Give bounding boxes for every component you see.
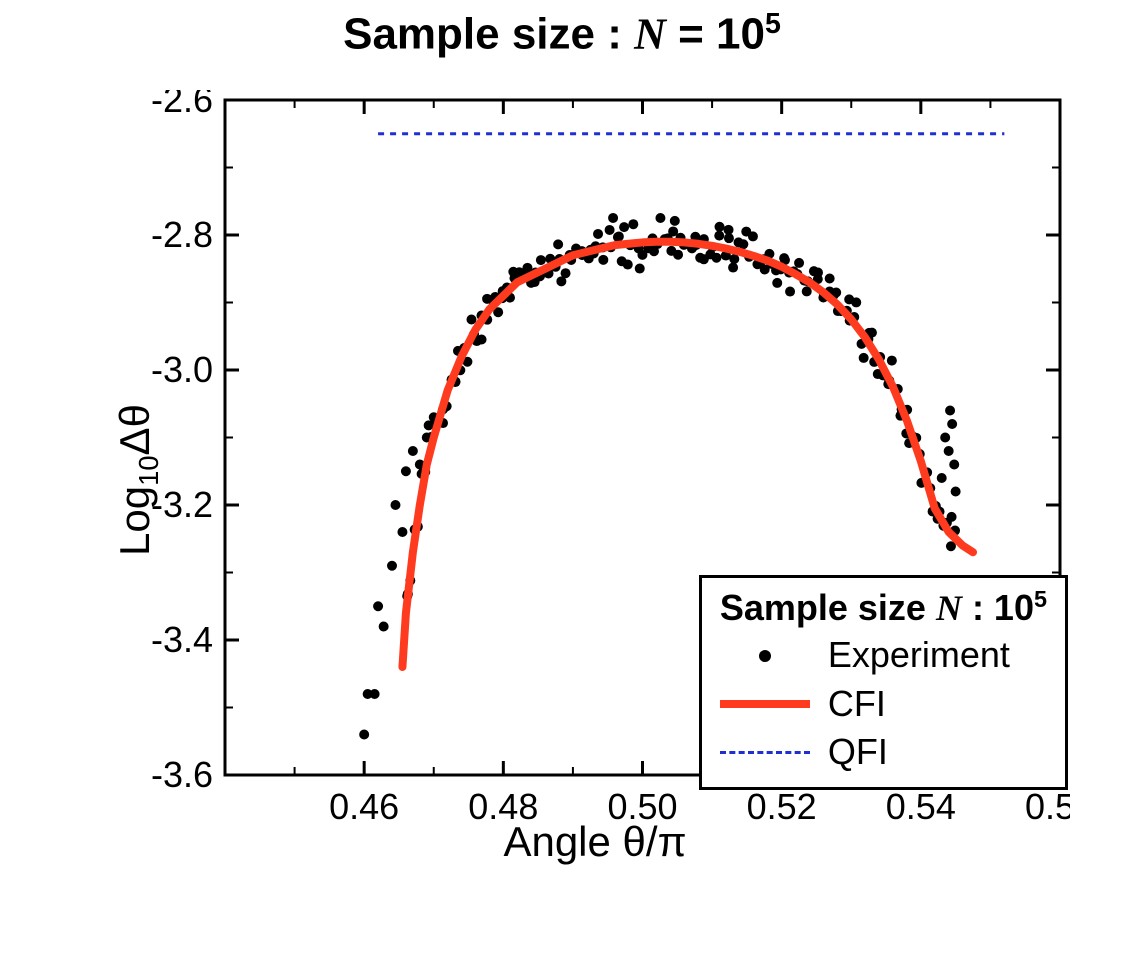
experiment-point (951, 487, 961, 497)
experiment-point (401, 466, 411, 476)
experiment-point (887, 356, 897, 366)
y-tick-label: -2.6 (151, 90, 213, 120)
experiment-point (466, 315, 476, 325)
plot-area: 0.460.480.500.520.540.56-3.6-3.4-3.2-3.0… (120, 90, 1070, 870)
experiment-point (949, 460, 959, 470)
experiment-point (937, 473, 947, 483)
title-text-prefix: Sample size : (343, 10, 634, 59)
experiment-point (593, 229, 603, 239)
experiment-point (794, 258, 804, 268)
experiment-point (729, 254, 739, 264)
legend-item-experiment: Experiment (720, 631, 1047, 680)
experiment-point (802, 286, 812, 296)
experiment-point (772, 278, 782, 288)
experiment-point (619, 222, 629, 232)
legend-title-mid: : 10 (962, 587, 1034, 628)
experiment-point (605, 225, 615, 235)
experiment-point (359, 730, 369, 740)
x-tick-label: 0.56 (1025, 786, 1070, 827)
experiment-point (670, 216, 680, 226)
experiment-point (623, 260, 633, 270)
experiment-point (608, 213, 618, 223)
experiment-point (598, 255, 608, 265)
legend-marker-cfi (720, 700, 810, 708)
experiment-point (944, 446, 954, 456)
y-tick-label: -3.6 (151, 754, 213, 795)
legend-label-cfi: CFI (828, 680, 886, 729)
experiment-point (408, 446, 418, 456)
legend-title: Sample size N : 105 (720, 586, 1047, 629)
experiment-point (387, 561, 397, 571)
experiment-point (859, 353, 869, 363)
title-exponent: 5 (765, 8, 781, 40)
legend-title-exp: 5 (1034, 586, 1047, 612)
legend-label-experiment: Experiment (828, 631, 1010, 680)
x-tick-label: 0.46 (329, 786, 399, 827)
experiment-point (851, 297, 861, 307)
title-equals: = 10 (666, 10, 765, 59)
experiment-point (945, 406, 955, 416)
legend-item-qfi: QFI (720, 728, 1047, 777)
y-tick-label: -3.4 (151, 619, 213, 660)
experiment-point (940, 433, 950, 443)
experiment-point (785, 287, 795, 297)
y-tick-label: -3.0 (151, 349, 213, 390)
experiment-point (947, 512, 957, 522)
experiment-point (715, 222, 725, 232)
figure: Sample size : N = 105 0.460.480.500.520.… (0, 0, 1124, 976)
experiment-point (553, 239, 563, 249)
experiment-point (390, 500, 400, 510)
experiment-point (947, 419, 957, 429)
experiment-point (724, 233, 734, 243)
experiment-point (379, 622, 389, 632)
experiment-point (614, 231, 624, 241)
experiment-point (711, 253, 721, 263)
legend-title-var: N (936, 588, 962, 628)
figure-title: Sample size : N = 105 (0, 8, 1124, 60)
x-tick-label: 0.52 (747, 786, 817, 827)
legend: Sample size N : 105 Experiment CFI QFI (699, 575, 1068, 790)
experiment-point (728, 263, 738, 273)
legend-marker-qfi (720, 751, 810, 754)
experiment-point (628, 219, 638, 229)
experiment-point (825, 274, 835, 284)
legend-marker-experiment (720, 650, 810, 662)
experiment-point (673, 250, 683, 260)
experiment-point (655, 213, 665, 223)
ylabel-subscript: 10 (133, 455, 164, 485)
legend-item-cfi: CFI (720, 680, 1047, 729)
experiment-point (635, 264, 645, 274)
experiment-point (714, 231, 724, 241)
experiment-point (748, 231, 758, 241)
experiment-point (373, 601, 383, 611)
title-variable: N (634, 10, 666, 59)
legend-label-qfi: QFI (828, 728, 888, 777)
experiment-point (536, 255, 546, 265)
ylabel-prefix: Log (111, 486, 158, 556)
y-tick-label: -2.8 (151, 214, 213, 255)
experiment-point (477, 334, 487, 344)
y-axis-label: Log10Δθ (111, 404, 165, 556)
x-tick-label: 0.54 (886, 786, 956, 827)
experiment-point (561, 268, 571, 278)
experiment-point (397, 527, 407, 537)
x-axis-label: Angle θ/π (503, 818, 686, 866)
legend-title-prefix: Sample size (720, 587, 936, 628)
experiment-point (370, 689, 380, 699)
ylabel-suffix: Δθ (111, 404, 158, 455)
